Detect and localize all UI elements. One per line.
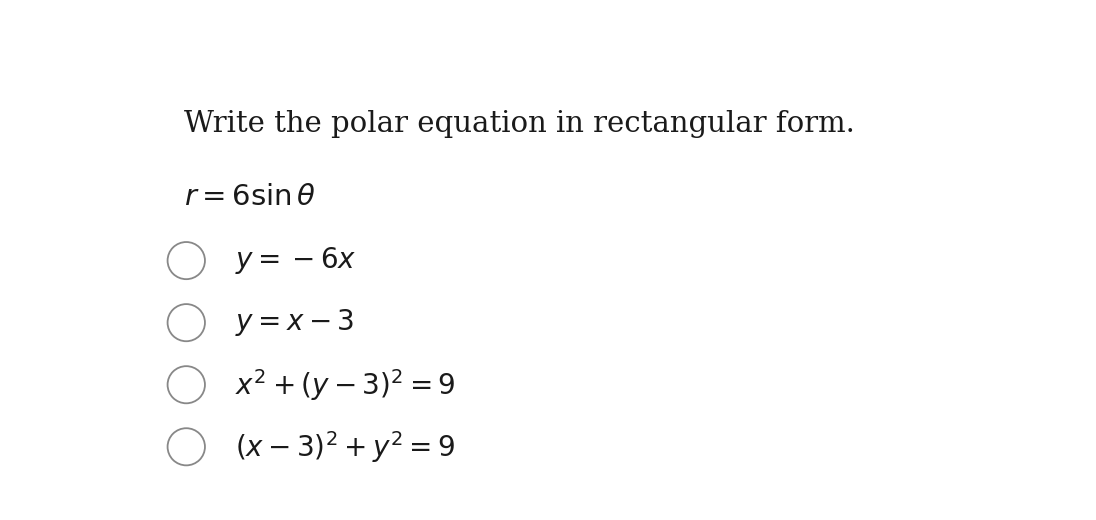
- Text: $r = 6 \sin \theta$: $r = 6 \sin \theta$: [184, 183, 316, 211]
- Text: $y = -6x$: $y = -6x$: [235, 245, 356, 276]
- Text: $x^2 + (y - 3)^2 = 9$: $x^2 + (y - 3)^2 = 9$: [235, 367, 456, 402]
- Text: Write the polar equation in rectangular form.: Write the polar equation in rectangular …: [184, 110, 855, 138]
- Text: $(x - 3)^2 + y^2 = 9$: $(x - 3)^2 + y^2 = 9$: [235, 429, 455, 465]
- Text: $y = x - 3$: $y = x - 3$: [235, 307, 354, 338]
